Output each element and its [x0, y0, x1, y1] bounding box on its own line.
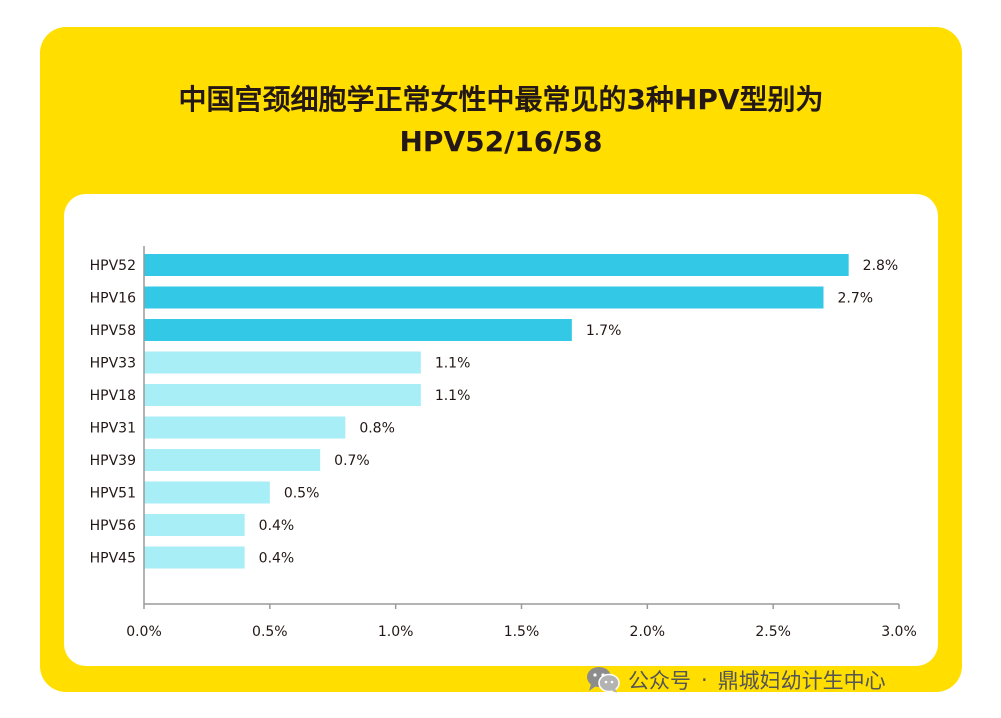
category-label-hpv33: HPV33	[90, 356, 136, 372]
x-tick-label-3: 1.5%	[504, 624, 540, 640]
chart-title-line-2: HPV52/16/58	[399, 125, 603, 158]
bar-hpv51	[144, 481, 270, 504]
value-label-hpv39: 0.7%	[334, 453, 370, 469]
bar-hpv56	[144, 514, 245, 536]
value-label-hpv31: 0.8%	[359, 421, 395, 437]
category-label-hpv45: HPV45	[90, 551, 136, 567]
bar-hpv58	[144, 319, 572, 341]
bar-hpv16	[144, 286, 824, 309]
category-label-hpv58: HPV58	[90, 323, 136, 339]
x-tick-label-1: 0.5%	[252, 624, 288, 640]
bars-group	[144, 254, 849, 569]
chart-title: 中国宫颈细胞学正常女性中最常见的3种HPV型别为 HPV52/16/58	[40, 79, 962, 163]
value-label-hpv45: 0.4%	[259, 551, 295, 567]
category-label-hpv39: HPV39	[90, 453, 136, 469]
value-label-hpv16: 2.7%	[838, 291, 874, 307]
category-label-hpv31: HPV31	[90, 421, 136, 437]
axes-group: 0.0% 0.5% 1.0% 1.5% 2.0% 2.5% 3.0%	[126, 246, 917, 640]
bar-hpv33	[144, 351, 421, 374]
value-label-hpv51: 0.5%	[284, 486, 320, 502]
category-labels: HPV52 HPV16 HPV58 HPV33 HPV18 HPV31 HPV39 HPV51…	[90, 258, 136, 567]
bar-hpv39	[144, 449, 321, 471]
chart-title-line-1: 中国宫颈细胞学正常女性中最常见的3种HPV型别为	[178, 83, 824, 116]
value-label-hpv56: 0.4%	[259, 518, 295, 534]
x-tick-label-5: 2.5%	[755, 624, 791, 640]
chart-panel: HPV52 HPV16 HPV58 HPV33 HPV18 HPV31 HPV39 HPV51…	[64, 194, 938, 666]
category-label-hpv18: HPV18	[90, 388, 136, 404]
yellow-card: 中国宫颈细胞学正常女性中最常见的3种HPV型别为 HPV52/16/58 HPV…	[40, 27, 962, 692]
value-label-hpv18: 1.1%	[435, 388, 471, 404]
watermark: 公众号 · 鼎城妇幼计生中心	[586, 662, 886, 698]
category-label-hpv56: HPV56	[90, 518, 136, 534]
value-label-hpv58: 1.7%	[586, 323, 622, 339]
value-labels: 2.8% 2.7% 1.7% 1.1% 1.1% 0.8% 0.7% 0.5% 0.4% 0.4%	[259, 258, 899, 567]
bar-hpv45	[144, 546, 245, 569]
watermark-name: 鼎城妇幼计生中心	[717, 669, 886, 693]
bar-hpv31	[144, 416, 346, 439]
bar-hpv18	[144, 384, 421, 406]
x-tick-label-0: 0.0%	[126, 624, 162, 640]
wechat-icon	[587, 667, 620, 693]
value-label-hpv52: 2.8%	[863, 258, 899, 274]
watermark-prefix: 公众号	[628, 669, 691, 693]
category-label-hpv51: HPV51	[90, 486, 136, 502]
category-label-hpv16: HPV16	[90, 291, 136, 307]
watermark-separator: ·	[701, 668, 708, 692]
x-tick-label-4: 2.0%	[630, 624, 666, 640]
value-label-hpv33: 1.1%	[435, 356, 471, 372]
x-tick-label-6: 3.0%	[881, 624, 917, 640]
bar-hpv52	[144, 254, 849, 276]
category-label-hpv52: HPV52	[90, 258, 136, 274]
bar-chart: HPV52 HPV16 HPV58 HPV33 HPV18 HPV31 HPV39 HPV51…	[90, 246, 917, 640]
x-tick-label-2: 1.0%	[378, 624, 414, 640]
